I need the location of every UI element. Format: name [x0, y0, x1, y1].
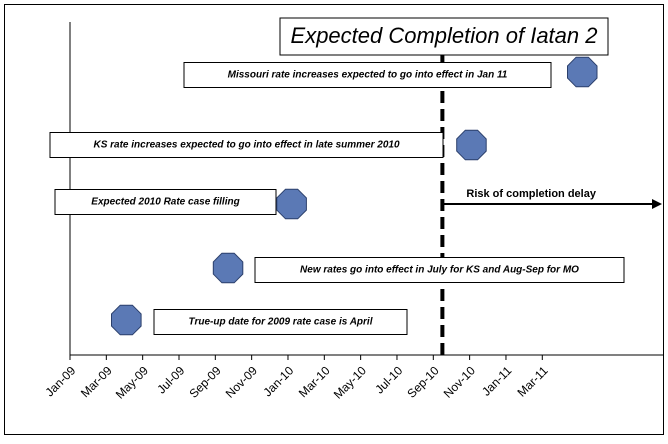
- risk-label: Risk of completion delay: [466, 188, 596, 200]
- callout-box: [254, 257, 625, 283]
- event-label: KS rate increases expected to go into ef…: [93, 140, 399, 151]
- callout-box: [54, 189, 277, 215]
- event-label: Expected 2010 Rate case filling: [91, 197, 239, 208]
- chart-title: Expected Completion of Iatan 2: [291, 23, 598, 48]
- event-marker: [567, 56, 598, 88]
- event-marker: [456, 129, 487, 161]
- event-marker: [276, 188, 307, 220]
- title-box: [279, 17, 609, 56]
- event-label: Missouri rate increases expected to go i…: [228, 70, 508, 81]
- callout-box: [183, 62, 552, 88]
- callout-box: [153, 309, 408, 335]
- event-label: True-up date for 2009 rate case is April: [189, 317, 373, 328]
- event-marker: [111, 304, 142, 336]
- callout-box: [49, 132, 444, 158]
- event-label: New rates go into effect in July for KS …: [300, 265, 579, 276]
- event-marker: [212, 252, 244, 284]
- arrow-head: [652, 199, 662, 209]
